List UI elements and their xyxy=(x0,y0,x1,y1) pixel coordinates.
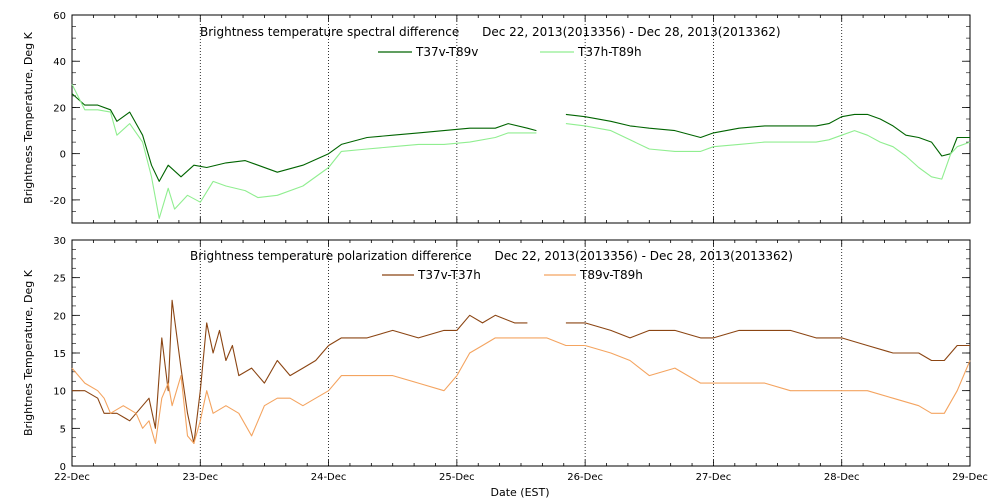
polarization-y-tick-label: 25 xyxy=(53,274,66,285)
x-tick-label: 23-Dec xyxy=(182,472,218,483)
series-line-t37h-t89h xyxy=(71,84,971,219)
series-line-t89v-t89h xyxy=(71,337,971,444)
spectral-y-tick-label: 0 xyxy=(60,150,66,161)
x-tick-label: 24-Dec xyxy=(311,472,347,483)
legend-label-t37v-t37h: T37v-T37h xyxy=(417,268,481,282)
legend-label-t89v-t89h: T89v-T89h xyxy=(579,268,643,282)
x-axis-label: Date (EST) xyxy=(490,486,549,499)
spectral-y-tick-label: 60 xyxy=(53,11,66,22)
spectral-y-tick-label: -20 xyxy=(50,196,66,207)
spectral-difference-panel: Brightness temperature spectral differen… xyxy=(22,11,971,224)
polarization-chart-title: Brightness temperature polarization diff… xyxy=(190,249,793,263)
polarization-y-tick-label: 20 xyxy=(53,311,66,322)
x-axis-ticks: 22-Dec 23-Dec 24-Dec 25-Dec 26-Dec 27-Dec 28-D… xyxy=(54,472,988,483)
series-line-t37v-t89v xyxy=(71,93,970,182)
spectral-y-tick-label: 40 xyxy=(53,57,66,68)
polarization-y-ticks: 0 5 10 15 20 25 30 xyxy=(53,236,970,473)
x-tick-label: 26-Dec xyxy=(567,472,603,483)
polarization-y-tick-label: 15 xyxy=(53,349,66,360)
polarization-y-tick-label: 5 xyxy=(60,424,66,435)
polarization-y-tick-label: 30 xyxy=(53,236,66,247)
x-tick-label: 25-Dec xyxy=(439,472,475,483)
polarization-series xyxy=(71,299,971,444)
polarization-legend: T37v-T37h T89v-T89h xyxy=(382,268,643,282)
polarization-difference-panel: Brightness temperature polarization diff… xyxy=(22,236,971,473)
spectral-grid xyxy=(71,15,971,223)
spectral-chart-title: Brightness temperature spectral differen… xyxy=(200,25,781,39)
plot-frame-bottom xyxy=(71,239,971,467)
polarization-y-tick-label: 0 xyxy=(60,462,66,473)
spectral-y-tick-label: 20 xyxy=(53,103,66,114)
legend-label-t37v-t89v: T37v-T89v xyxy=(415,45,478,59)
spectral-y-ticks: -20 0 20 40 60 xyxy=(50,11,970,224)
x-tick-label: 28-Dec xyxy=(824,472,860,483)
spectral-series xyxy=(71,84,971,219)
x-tick-label: 27-Dec xyxy=(696,472,732,483)
polarization-grid xyxy=(71,240,971,466)
spectral-y-axis-label: Brightness Temperature, Deg K xyxy=(22,31,35,203)
legend-label-t37h-t89h: T37h-T89h xyxy=(577,45,642,59)
series-line-t37v-t37h xyxy=(72,299,970,444)
polarization-y-axis-label: Brightnes Temperature, Deg K xyxy=(22,269,35,436)
spectral-legend: T37v-T89v T37h-T89h xyxy=(378,45,642,59)
x-tick-label: 22-Dec xyxy=(54,472,90,483)
x-tick-label: 29-Dec xyxy=(952,472,988,483)
polarization-y-tick-label: 10 xyxy=(53,387,66,398)
